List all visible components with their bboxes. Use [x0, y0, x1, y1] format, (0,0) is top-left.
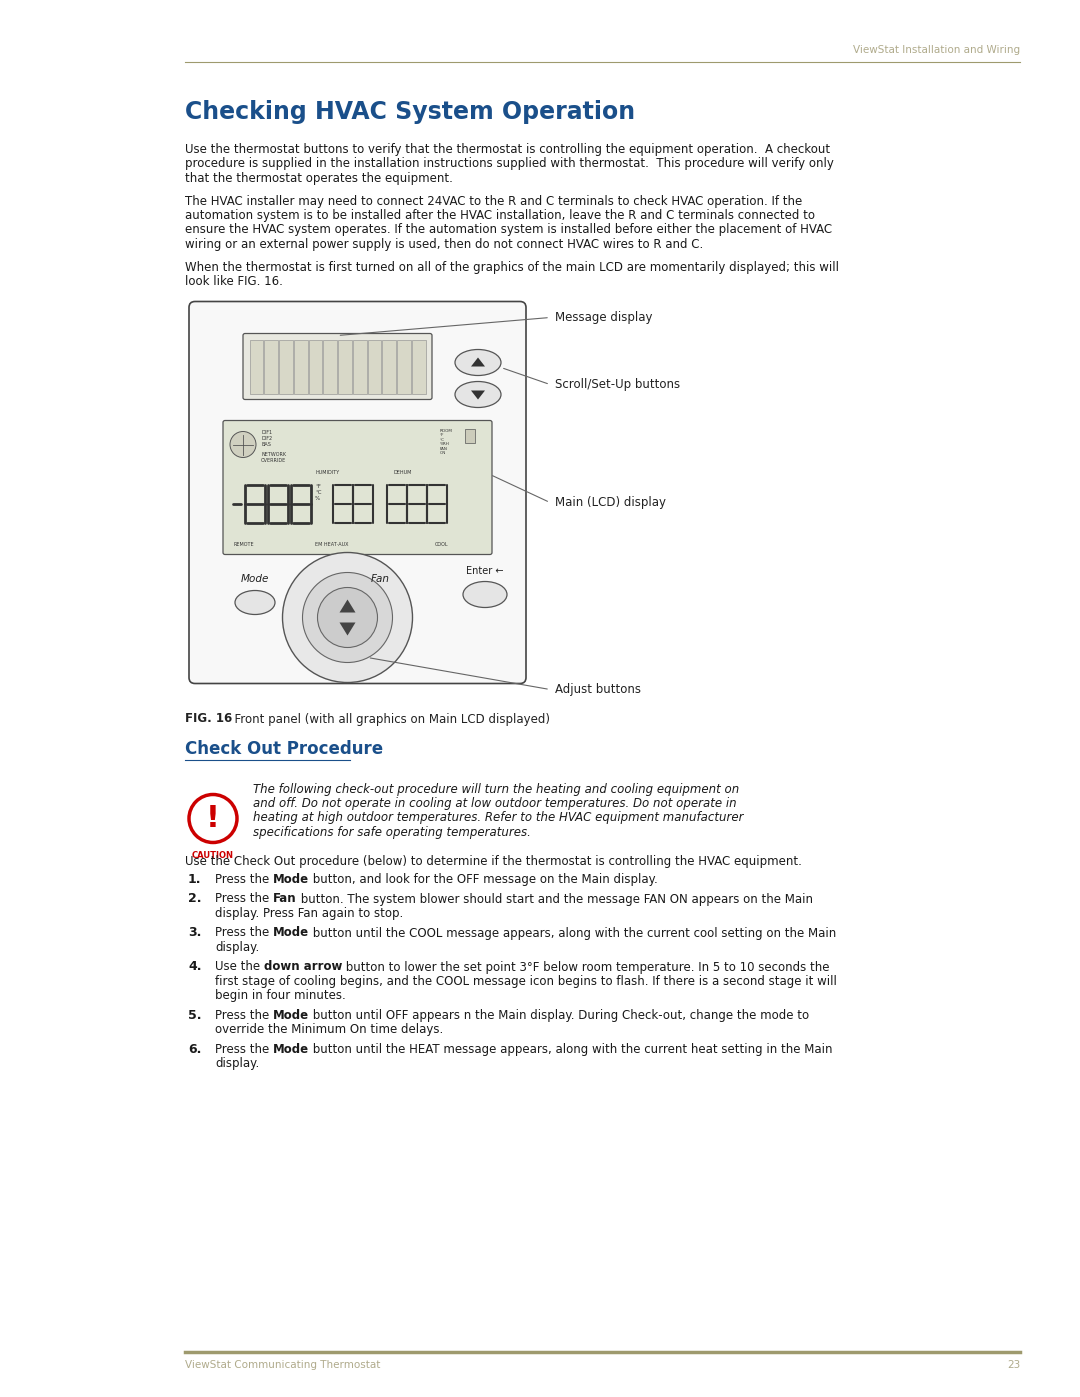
Text: 2.: 2.: [188, 893, 202, 905]
Text: specifications for safe operating temperatures.: specifications for safe operating temper…: [253, 826, 531, 840]
Text: button until the HEAT message appears, along with the current heat setting in th: button until the HEAT message appears, a…: [309, 1044, 833, 1056]
Ellipse shape: [235, 591, 275, 615]
Circle shape: [318, 588, 378, 647]
Text: button until OFF appears n the Main display. During Check-out, change the mode t: button until OFF appears n the Main disp…: [309, 1009, 809, 1023]
Text: Press the: Press the: [215, 893, 273, 905]
Text: override the Minimum On time delays.: override the Minimum On time delays.: [215, 1024, 443, 1037]
Circle shape: [230, 432, 256, 457]
Text: 6.: 6.: [188, 1044, 201, 1056]
Text: The following check-out procedure will turn the heating and cooling equipment on: The following check-out procedure will t…: [253, 782, 739, 795]
Text: Checking HVAC System Operation: Checking HVAC System Operation: [185, 101, 635, 124]
Text: 1.: 1.: [188, 873, 202, 886]
Ellipse shape: [455, 381, 501, 408]
Text: EM HEAT·AUX: EM HEAT·AUX: [315, 542, 349, 546]
Text: heating at high outdoor temperatures. Refer to the HVAC equipment manufacturer: heating at high outdoor temperatures. Re…: [253, 812, 743, 824]
FancyBboxPatch shape: [243, 334, 432, 400]
Text: ViewStat Communicating Thermostat: ViewStat Communicating Thermostat: [185, 1361, 380, 1370]
Text: °F
°C
%: °F °C %: [315, 485, 322, 502]
Bar: [323, 339, 337, 394]
Text: Main (LCD) display: Main (LCD) display: [555, 496, 666, 509]
Text: Mode: Mode: [241, 574, 269, 584]
Text: REMOTE: REMOTE: [233, 542, 254, 546]
Text: look like FIG. 16.: look like FIG. 16.: [185, 275, 283, 288]
Text: display.: display.: [215, 942, 259, 954]
Bar: [249, 339, 264, 394]
Text: Mode: Mode: [273, 873, 309, 886]
Text: Press the: Press the: [215, 873, 273, 886]
Text: NETWORK
OVERRIDE: NETWORK OVERRIDE: [261, 453, 286, 464]
Bar: [294, 339, 308, 394]
Text: Press the: Press the: [215, 1009, 273, 1023]
Text: DEHUM: DEHUM: [393, 471, 411, 475]
Text: button. The system blower should start and the message FAN ON appears on the Mai: button. The system blower should start a…: [297, 893, 812, 905]
Text: first stage of cooling begins, and the COOL message icon begins to flash. If the: first stage of cooling begins, and the C…: [215, 975, 837, 988]
Bar: [382, 339, 396, 394]
Text: button to lower the set point 3°F below room temperature. In 5 to 10 seconds the: button to lower the set point 3°F below …: [342, 961, 829, 974]
Text: Mode: Mode: [273, 926, 309, 940]
Polygon shape: [471, 358, 485, 366]
Text: and off. Do not operate in cooling at low outdoor temperatures. Do not operate i: and off. Do not operate in cooling at lo…: [253, 798, 737, 810]
Text: Check Out Procedure: Check Out Procedure: [185, 740, 383, 759]
Circle shape: [283, 552, 413, 683]
Text: automation system is to be installed after the HVAC installation, leave the R an: automation system is to be installed aft…: [185, 210, 815, 222]
Text: Mode: Mode: [273, 1009, 309, 1023]
Text: The HVAC installer may need to connect 24VAC to the R and C terminals to check H: The HVAC installer may need to connect 2…: [185, 194, 802, 208]
Bar: [411, 339, 426, 394]
Text: Message display: Message display: [555, 312, 652, 324]
Text: ensure the HVAC system operates. If the automation system is installed before ei: ensure the HVAC system operates. If the …: [185, 224, 832, 236]
Bar: [465, 429, 475, 443]
Text: button until the COOL message appears, along with the current cool setting on th: button until the COOL message appears, a…: [309, 926, 836, 940]
Text: HUMIDITY: HUMIDITY: [315, 471, 339, 475]
Text: Press the: Press the: [215, 1044, 273, 1056]
Polygon shape: [339, 623, 355, 636]
Text: Use the Check Out procedure (below) to determine if the thermostat is controllin: Use the Check Out procedure (below) to d…: [185, 855, 801, 868]
Text: ROOM
°F
°C
%RH
FAN
ON: ROOM °F °C %RH FAN ON: [440, 429, 453, 455]
Ellipse shape: [455, 349, 501, 376]
Bar: [397, 339, 410, 394]
Bar: [279, 339, 293, 394]
Polygon shape: [471, 391, 485, 400]
Text: CAUTION: CAUTION: [192, 851, 234, 859]
Text: Scroll/Set-Up buttons: Scroll/Set-Up buttons: [555, 379, 680, 391]
Text: DIF1
DIF2
BAS: DIF1 DIF2 BAS: [261, 430, 272, 447]
Bar: [367, 339, 381, 394]
Bar: [265, 339, 278, 394]
Text: display. Press Fan again to stop.: display. Press Fan again to stop.: [215, 907, 403, 921]
Text: FIG. 16: FIG. 16: [185, 712, 232, 725]
Text: button, and look for the OFF message on the Main display.: button, and look for the OFF message on …: [309, 873, 658, 886]
Text: Front panel (with all graphics on Main LCD displayed): Front panel (with all graphics on Main L…: [227, 712, 550, 725]
Text: Enter ←: Enter ←: [467, 567, 503, 577]
Text: Fan: Fan: [273, 893, 297, 905]
FancyBboxPatch shape: [189, 302, 526, 683]
Text: Adjust buttons: Adjust buttons: [555, 683, 642, 696]
Ellipse shape: [463, 581, 507, 608]
Text: ViewStat Installation and Wiring: ViewStat Installation and Wiring: [853, 45, 1020, 54]
Text: that the thermostat operates the equipment.: that the thermostat operates the equipme…: [185, 172, 453, 184]
FancyBboxPatch shape: [222, 420, 492, 555]
Text: procedure is supplied in the installation instructions supplied with thermostat.: procedure is supplied in the installatio…: [185, 158, 834, 170]
Text: Use the: Use the: [215, 961, 264, 974]
Text: 4.: 4.: [188, 961, 202, 974]
Bar: [338, 339, 352, 394]
Text: When the thermostat is first turned on all of the graphics of the main LCD are m: When the thermostat is first turned on a…: [185, 260, 839, 274]
Text: 23: 23: [1007, 1361, 1020, 1370]
Text: 3.: 3.: [188, 926, 201, 940]
Bar: [353, 339, 366, 394]
Text: 5.: 5.: [188, 1009, 202, 1023]
Circle shape: [189, 795, 237, 842]
Text: begin in four minutes.: begin in four minutes.: [215, 989, 346, 1003]
Text: Use the thermostat buttons to verify that the thermostat is controlling the equi: Use the thermostat buttons to verify tha…: [185, 142, 831, 156]
Polygon shape: [339, 599, 355, 612]
Bar: [309, 339, 322, 394]
Text: !: !: [206, 805, 220, 833]
Text: Fan: Fan: [370, 574, 390, 584]
Ellipse shape: [360, 591, 400, 615]
Text: down arrow: down arrow: [264, 961, 342, 974]
Text: Mode: Mode: [273, 1044, 309, 1056]
Circle shape: [302, 573, 392, 662]
Text: Press the: Press the: [215, 926, 273, 940]
Text: wiring or an external power supply is used, then do not connect HVAC wires to R : wiring or an external power supply is us…: [185, 237, 703, 251]
Text: display.: display.: [215, 1058, 259, 1070]
Text: COOL: COOL: [435, 542, 448, 546]
